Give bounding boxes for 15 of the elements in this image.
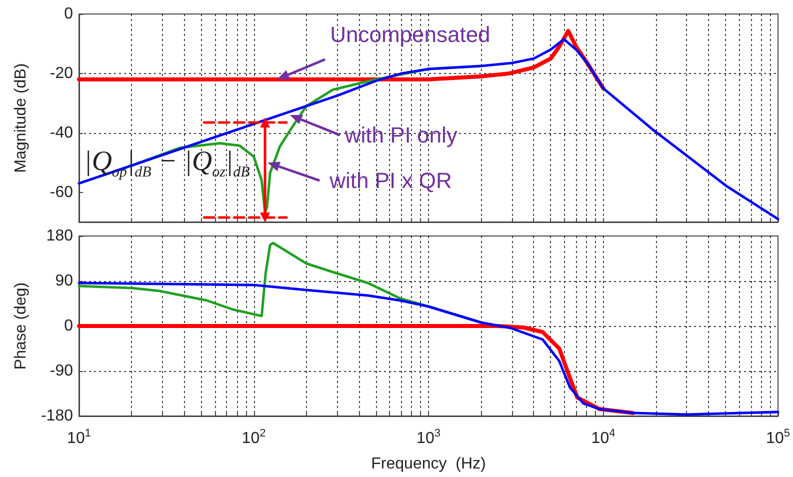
- y-tick-label: -40: [50, 124, 74, 142]
- y-tick-label: -60: [50, 184, 74, 201]
- y-axis-title: Phase (deg): [12, 282, 30, 370]
- y-tick-label: 0: [64, 6, 74, 22]
- y-tick-label: -180: [40, 408, 74, 424]
- y-tick-label: 180: [46, 228, 74, 244]
- y-tick-label: 90: [55, 272, 74, 290]
- annotation: with PI x QR: [328, 168, 452, 194]
- y-tick-label: -20: [50, 64, 74, 82]
- x-axis-title: Frequency (Hz): [371, 456, 486, 472]
- y-axis-title: Magnitude (dB): [12, 63, 30, 173]
- y-tick-label: 0: [64, 318, 74, 334]
- annotation: Uncompensated: [330, 22, 490, 47]
- annotation: with PI only: [344, 122, 458, 148]
- y-tick-label: -90: [50, 362, 74, 380]
